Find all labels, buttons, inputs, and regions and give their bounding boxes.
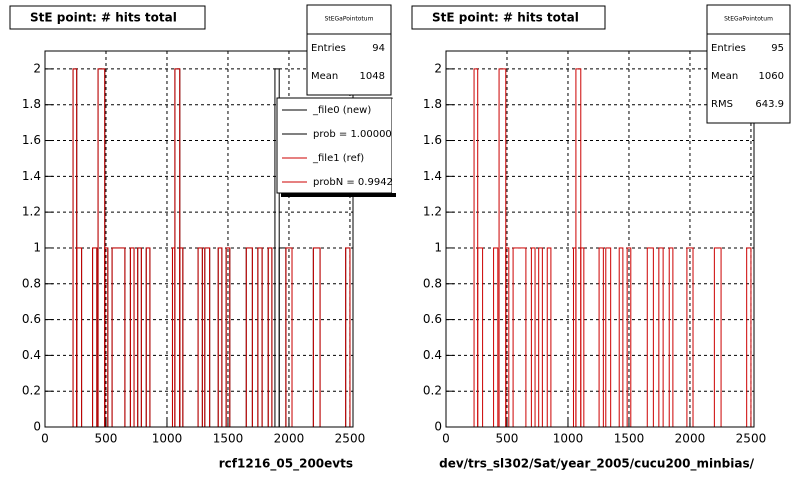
x-tick-label: 2000 xyxy=(274,432,305,446)
stats-box xyxy=(706,4,791,124)
y-tick-label: 1.8 xyxy=(22,97,41,111)
y-tick-label: 0.8 xyxy=(423,276,442,290)
y-tick-label: 1.2 xyxy=(423,205,442,219)
legend-label: _file0 (new) xyxy=(312,105,371,116)
y-tick-label: 2 xyxy=(33,61,41,75)
stats-value: 643.9 xyxy=(755,99,784,110)
x-axis-label: dev/trs_sl302/Sat/year_2005/cucu200_minb… xyxy=(439,457,755,472)
stats-box xyxy=(306,4,392,96)
title-box xyxy=(411,5,606,30)
chart-title: StE point: # hits total xyxy=(432,11,579,25)
stats-label: Entries xyxy=(711,43,746,54)
stats-title: StEGaPointotum xyxy=(325,16,374,23)
x-tick-label: 1500 xyxy=(614,432,645,446)
title-box xyxy=(9,5,206,30)
y-tick-label: 0.8 xyxy=(22,276,41,290)
y-tick-label: 0 xyxy=(33,420,41,434)
stats-label: Mean xyxy=(711,71,738,82)
y-tick-label: 1.4 xyxy=(423,169,442,183)
stats-value: 1048 xyxy=(360,71,385,82)
y-tick-label: 1 xyxy=(434,240,442,254)
y-tick-label: 0.6 xyxy=(423,312,442,326)
y-tick-label: 0.2 xyxy=(22,384,41,398)
chart-title: StE point: # hits total xyxy=(30,11,177,25)
x-tick-label: 500 xyxy=(496,432,519,446)
x-tick-label: 1000 xyxy=(152,432,183,446)
legend-note: probN = 0.99424 xyxy=(313,177,399,188)
y-tick-label: 0.4 xyxy=(423,348,442,362)
legend-note: prob = 1.000000 xyxy=(313,129,398,140)
y-tick-label: 1.2 xyxy=(22,205,41,219)
legend xyxy=(276,97,393,194)
frame xyxy=(445,50,755,428)
stats-value: 94 xyxy=(372,43,385,54)
x-tick-label: 1000 xyxy=(553,432,584,446)
y-tick-label: 1.8 xyxy=(423,97,442,111)
legend-label: _file1 (ref) xyxy=(312,153,364,164)
x-tick-label: 0 xyxy=(442,432,450,446)
stats-label: Mean xyxy=(311,71,338,82)
y-tick-label: 0.2 xyxy=(423,384,442,398)
x-tick-label: 500 xyxy=(95,432,118,446)
x-axis-label: rcf1216_05_200evts xyxy=(219,457,353,472)
legend-edge xyxy=(392,99,400,193)
x-tick-label: 0 xyxy=(41,432,49,446)
frame-border xyxy=(445,50,755,428)
frame-border xyxy=(44,50,354,428)
y-tick-label: 1.6 xyxy=(22,133,41,147)
y-tick-label: 1.4 xyxy=(22,169,41,183)
x-tick-label: 1500 xyxy=(213,432,244,446)
y-tick-label: 1.6 xyxy=(423,133,442,147)
stats-value: 1060 xyxy=(759,71,784,82)
stats-value: 95 xyxy=(771,43,784,54)
y-tick-label: 0.6 xyxy=(22,312,41,326)
y-tick-label: 2 xyxy=(434,61,442,75)
y-tick-label: 0.4 xyxy=(22,348,41,362)
stats-label: Entries xyxy=(311,43,346,54)
x-tick-label: 2500 xyxy=(335,432,366,446)
x-tick-label: 2000 xyxy=(675,432,706,446)
y-tick-label: 0 xyxy=(434,420,442,434)
x-tick-label: 2500 xyxy=(736,432,767,446)
stats-title: StEGaPointotum xyxy=(724,16,773,23)
y-tick-label: 1 xyxy=(33,240,41,254)
stats-label: RMS xyxy=(711,99,733,110)
